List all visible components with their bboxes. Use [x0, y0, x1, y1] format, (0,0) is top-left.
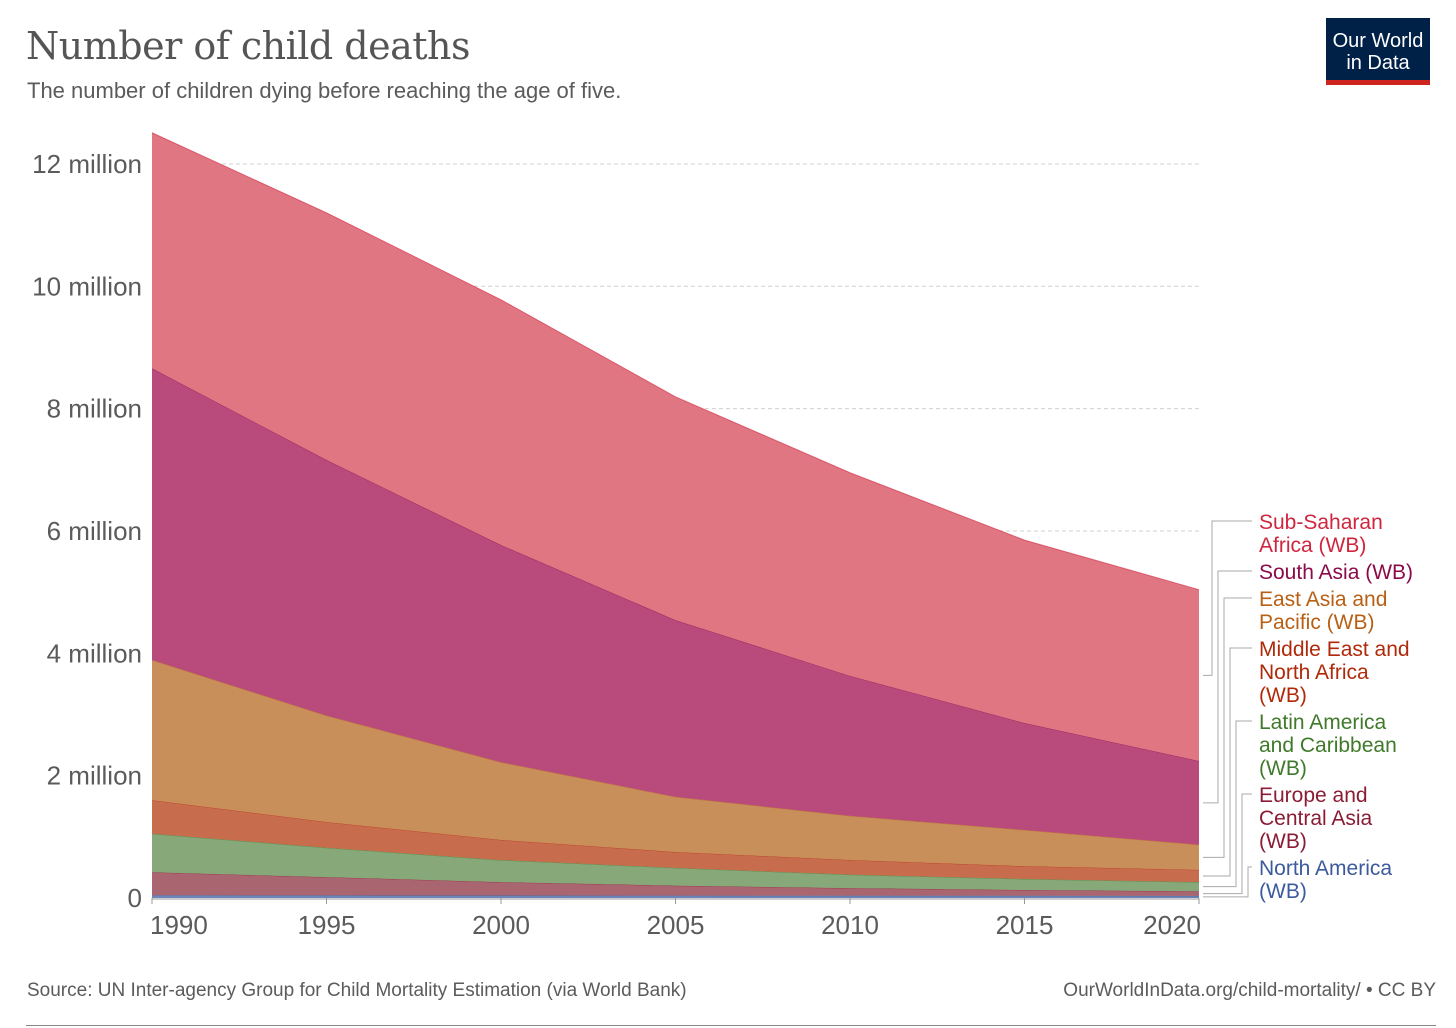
x-tick-label: 2020	[1143, 910, 1201, 940]
owid-logo[interactable]: Our World in Data	[1326, 18, 1430, 85]
legend-label: (WB)	[1259, 757, 1307, 780]
legend-connector	[1203, 570, 1252, 804]
area-middle-east-and-north-africa-wb	[152, 800, 1199, 883]
legend-label: North America	[1259, 857, 1392, 880]
y-tick-label: 4 million	[47, 638, 142, 668]
x-tick-label: 1990	[150, 910, 208, 940]
legend-label: Pacific (WB)	[1259, 611, 1375, 634]
legend-connector	[1203, 866, 1252, 898]
area-east-asia-and-pacific-wb	[152, 660, 1199, 870]
x-tick-label: 1995	[298, 910, 356, 940]
legend-connector	[1203, 520, 1252, 676]
legend-label: and Caribbean	[1259, 734, 1397, 757]
legend-connector	[1203, 647, 1252, 877]
y-tick-label: 2 million	[47, 761, 142, 791]
legend-label: (WB)	[1259, 684, 1307, 707]
logo-accent-bar	[1326, 80, 1430, 85]
y-tick-label: 6 million	[47, 516, 142, 546]
area-europe-and-central-asia-wb	[152, 872, 1199, 896]
legend-label: (WB)	[1259, 880, 1307, 903]
area-edge-line	[151, 132, 1200, 591]
legend-label: Sub-Saharan	[1259, 511, 1383, 534]
x-tick-label: 2000	[472, 910, 530, 940]
legend-item: South Asia (WB)	[1203, 561, 1413, 804]
license-link[interactable]: OurWorldInData.org/child-mortality/ • CC…	[1063, 980, 1436, 1001]
legend-label: Europe and	[1259, 784, 1368, 807]
legend-label: Central Asia	[1259, 807, 1373, 830]
chart-title: Number of child deaths	[26, 24, 471, 68]
x-tick-label: 2010	[821, 910, 879, 940]
footer-divider	[26, 1025, 1436, 1026]
legend-item: North America(WB)	[1203, 857, 1392, 903]
legend-label: North Africa	[1259, 661, 1369, 684]
legend-label: Middle East and	[1259, 638, 1410, 661]
legend-connector	[1203, 793, 1252, 895]
legend-label: South Asia (WB)	[1259, 561, 1413, 584]
legend-label: (WB)	[1259, 830, 1307, 853]
area-south-asia-wb	[152, 368, 1199, 845]
y-tick-label: 10 million	[32, 271, 142, 301]
legend-label: East Asia and	[1259, 588, 1387, 611]
legend-label: Africa (WB)	[1259, 534, 1366, 557]
chart-subtitle: The number of children dying before reac…	[27, 78, 622, 103]
logo-text-line1: Our World	[1332, 30, 1424, 52]
y-tick-label: 8 million	[47, 394, 142, 424]
x-tick-label: 2005	[647, 910, 705, 940]
area-sub-saharan-africa-wb	[152, 132, 1199, 761]
y-tick-label: 0	[128, 883, 142, 913]
legend-connector	[1203, 597, 1252, 858]
y-tick-label: 12 million	[32, 149, 142, 179]
legend-connector	[1203, 720, 1252, 888]
legend-label: Latin America	[1259, 711, 1387, 734]
logo-text-line2: in Data	[1346, 52, 1410, 74]
x-tick-label: 2015	[996, 910, 1054, 940]
source-note: Source: UN Inter-agency Group for Child …	[27, 980, 687, 1001]
